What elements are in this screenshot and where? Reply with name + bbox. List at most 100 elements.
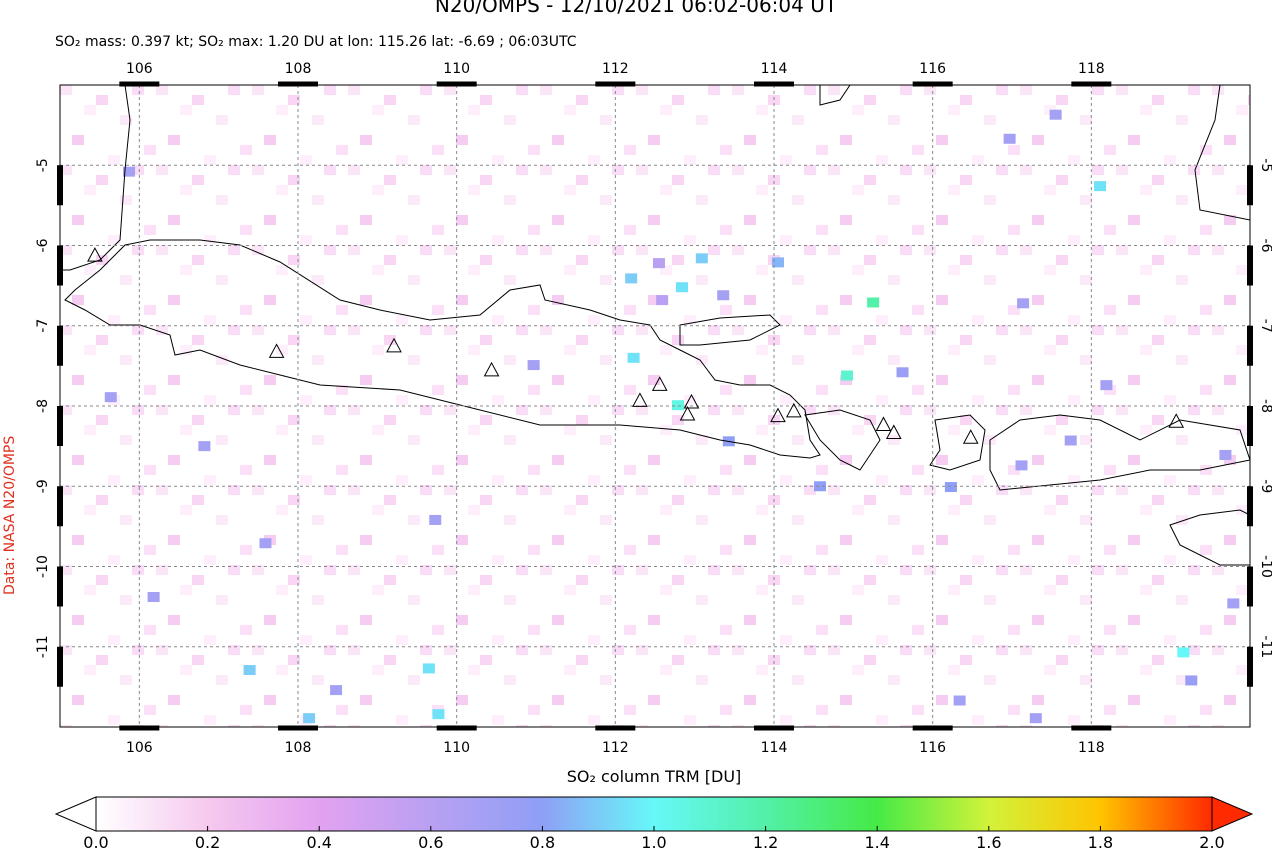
y-tick-label-right: -11 xyxy=(1258,635,1272,658)
coast-borneo xyxy=(819,85,851,106)
so2-pixel xyxy=(652,258,665,269)
x-tick-label-bottom: 114 xyxy=(761,740,788,756)
colorbar-tick-label: 1.8 xyxy=(1088,833,1113,852)
so2-pixel xyxy=(1064,435,1077,446)
volcano xyxy=(1168,413,1185,428)
colorbar-label: SO₂ column TRM [DU] xyxy=(567,767,742,786)
colorbar-low-end xyxy=(54,796,97,832)
so2-pixel xyxy=(896,367,909,378)
coast-madura xyxy=(679,314,781,346)
y-tick-label-left: -5 xyxy=(35,158,51,172)
so2-pixel xyxy=(1094,181,1107,192)
volcano xyxy=(875,416,892,431)
so2-pixel xyxy=(1219,449,1232,460)
coast-sumba xyxy=(1169,509,1250,566)
x-tick-label-top: 106 xyxy=(126,61,153,77)
volcano xyxy=(651,376,668,391)
x-tick-label-bottom: 118 xyxy=(1078,740,1105,756)
volcano xyxy=(785,402,802,418)
coast-sumatra xyxy=(60,85,131,271)
volcano xyxy=(632,392,648,407)
so2-pixel xyxy=(627,352,640,363)
x-tick-label-top: 116 xyxy=(919,61,946,77)
so2-pixel xyxy=(1049,109,1062,120)
so2-pixel xyxy=(243,665,256,676)
axes-layer: 106 106 108 108 110 110 112 112 114 114 116 116 118 1… xyxy=(35,61,1272,756)
coast-sumbawa xyxy=(989,414,1250,491)
colorbar-tick-label: 0.2 xyxy=(195,833,220,852)
colorbar-tick-label: 2.0 xyxy=(1199,833,1224,852)
x-tick-label-top: 114 xyxy=(761,61,788,77)
x-tick-label-bottom: 110 xyxy=(443,740,470,756)
x-tick-label-top: 112 xyxy=(602,61,629,77)
colorbar-tick-label: 0.8 xyxy=(530,833,555,852)
so2-pixel xyxy=(814,481,827,492)
so2-pixel xyxy=(1100,380,1113,391)
colorbar-tick-label: 1.2 xyxy=(753,833,778,852)
so2-pixel xyxy=(672,400,685,411)
y-tick-label-right: -5 xyxy=(1258,158,1272,172)
volcano xyxy=(386,337,402,353)
y-tick-label-left: -8 xyxy=(35,399,51,413)
so2-pixel xyxy=(953,695,966,706)
so2-pixel xyxy=(429,514,442,525)
y-tick-label-right: -6 xyxy=(1258,239,1272,253)
coastlines xyxy=(60,85,1250,566)
volcano xyxy=(962,429,979,444)
so2-pixel xyxy=(675,282,688,293)
so2-pixel xyxy=(147,591,160,602)
so2-pixel xyxy=(1185,675,1198,686)
y-tick-label-left: -7 xyxy=(35,319,51,333)
so2-pixel xyxy=(717,290,730,301)
volcano xyxy=(679,405,696,421)
volcano-layer xyxy=(87,247,1185,444)
so2-pixel xyxy=(944,482,957,493)
so2-pixel xyxy=(1227,598,1240,609)
so2-pixel xyxy=(123,166,136,177)
coast-bali xyxy=(804,409,881,471)
y-tick-label-left: -11 xyxy=(35,635,51,658)
so2-pixel xyxy=(527,360,540,371)
y-tick-label-right: -10 xyxy=(1258,555,1272,578)
so2-pixel xyxy=(1029,713,1042,724)
so2-pixel xyxy=(198,441,211,452)
y-tick-label-right: -8 xyxy=(1258,399,1272,413)
y-tick-label-left: -10 xyxy=(35,555,51,578)
y-tick-label-left: -9 xyxy=(35,479,51,493)
x-tick-label-bottom: 116 xyxy=(919,740,946,756)
subtitle: SO₂ mass: 0.397 kt; SO₂ max: 1.20 DU at … xyxy=(55,34,577,50)
colorbar-tick-label: 1.4 xyxy=(864,833,889,852)
so2-pixel xyxy=(1177,647,1190,658)
so2-pixel xyxy=(1015,460,1028,471)
so2-pixel xyxy=(330,685,343,696)
so2-pixel xyxy=(259,538,272,549)
x-tick-label-bottom: 108 xyxy=(285,740,312,756)
so2-pixel xyxy=(432,709,445,720)
colorbar-tick-label: 0.6 xyxy=(418,833,443,852)
so2-pixel xyxy=(771,257,784,268)
coast-java xyxy=(64,239,821,459)
x-tick-label-top: 110 xyxy=(443,61,470,77)
pixel-layer xyxy=(104,109,1240,724)
so2-pixel xyxy=(840,370,853,381)
colorbar xyxy=(95,796,1213,832)
x-tick-label-top: 118 xyxy=(1078,61,1105,77)
colorbar-tick-label: 1.0 xyxy=(641,833,666,852)
x-tick-label-top: 108 xyxy=(285,61,312,77)
y-tick-label-right: -7 xyxy=(1258,319,1272,333)
colorbar-tick-label: 0.4 xyxy=(306,833,331,852)
credit: Data: NASA N20/OMPS xyxy=(2,436,18,595)
colorbar-tick-label: 0.0 xyxy=(83,833,108,852)
so2-pixel xyxy=(104,392,117,403)
y-tick-label-right: -9 xyxy=(1258,479,1272,493)
so2-pixel xyxy=(625,273,638,284)
coast-lombok xyxy=(929,414,986,471)
volcano xyxy=(683,393,700,409)
volcano xyxy=(268,343,285,358)
x-tick-label-bottom: 112 xyxy=(602,740,629,756)
so2-pixel xyxy=(1003,133,1016,144)
colorbar-tick-label: 1.6 xyxy=(976,833,1001,852)
colorbar-high-end xyxy=(1211,796,1254,832)
so2-pixel xyxy=(867,297,880,308)
